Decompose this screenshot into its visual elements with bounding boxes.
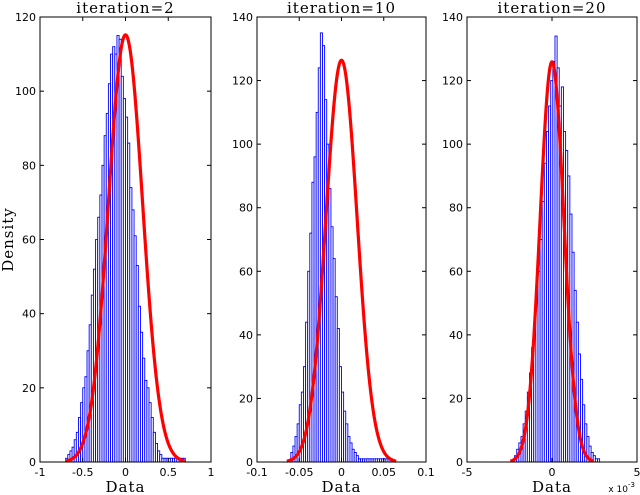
- y-tick-label: 40: [449, 329, 463, 342]
- x-tick-label: 0.05: [372, 466, 397, 479]
- x-tick-label: -5: [462, 466, 473, 479]
- normal-fit-curve: [64, 33, 187, 463]
- y-tick-label: 100: [442, 138, 463, 151]
- y-tick-label: 60: [239, 265, 253, 278]
- y-tick-label: 140: [232, 11, 253, 24]
- x-tick-label: 0: [338, 466, 345, 479]
- y-tick-label: 80: [22, 159, 36, 172]
- y-tick-label: 140: [442, 11, 463, 24]
- x-axis-label: Data: [106, 478, 146, 495]
- y-tick-label: 120: [15, 11, 36, 24]
- y-tick-label: 80: [449, 202, 463, 215]
- y-tick-label: 40: [239, 329, 253, 342]
- chart-panel-1: 0 20 40 60 80 100 120 -1 -0.5 0 0.5 1 iteration=2 Dat…: [0, 0, 215, 495]
- x-axis-label: Data: [322, 478, 362, 495]
- x-tick-label: 1: [208, 466, 215, 479]
- y-tick-label: 60: [449, 265, 463, 278]
- x-tick-label: 0: [122, 466, 129, 479]
- y-tick-label: 120: [232, 75, 253, 88]
- y-tick-label: 0: [246, 456, 253, 469]
- y-tick-label: 20: [449, 392, 463, 405]
- y-axis-label: Density: [0, 207, 17, 272]
- x-tick-label: 0.1: [417, 466, 435, 479]
- y-tick-label: 80: [239, 202, 253, 215]
- chart-title: iteration=20: [498, 0, 607, 17]
- y-tick-label: 0: [456, 456, 463, 469]
- normal-fit-curve: [509, 60, 595, 463]
- y-tick-label: 60: [22, 234, 36, 247]
- y-tick-label: 100: [232, 138, 253, 151]
- y-tick-label: 120: [442, 75, 463, 88]
- y-tick-label: 100: [15, 85, 36, 98]
- x-tick-label: 0.5: [160, 466, 178, 479]
- x-tick-label: 0: [549, 466, 556, 479]
- y-tick-label: 0: [29, 456, 36, 469]
- x-axis-multiplier: x 10-3: [608, 481, 635, 495]
- y-tick-label: 20: [22, 382, 36, 395]
- x-axis-label: Data: [532, 478, 572, 495]
- chart-panel-2: 0 20 40 60 80 100 120 140 -0.1 -0.05 0 0.05 0.1 itera…: [232, 0, 435, 495]
- x-tick-label: -0.05: [285, 466, 313, 479]
- x-tick-label: -1: [35, 466, 46, 479]
- x-tick-label: 5: [634, 466, 640, 479]
- x-tick-label: -0.5: [72, 466, 93, 479]
- x-tick-label: -0.1: [246, 466, 267, 479]
- chart-title: iteration=2: [76, 0, 174, 17]
- y-tick-label: 20: [239, 392, 253, 405]
- normal-fit-curve: [285, 58, 398, 463]
- y-tick-label: 40: [22, 308, 36, 321]
- chart-title: iteration=10: [287, 0, 396, 17]
